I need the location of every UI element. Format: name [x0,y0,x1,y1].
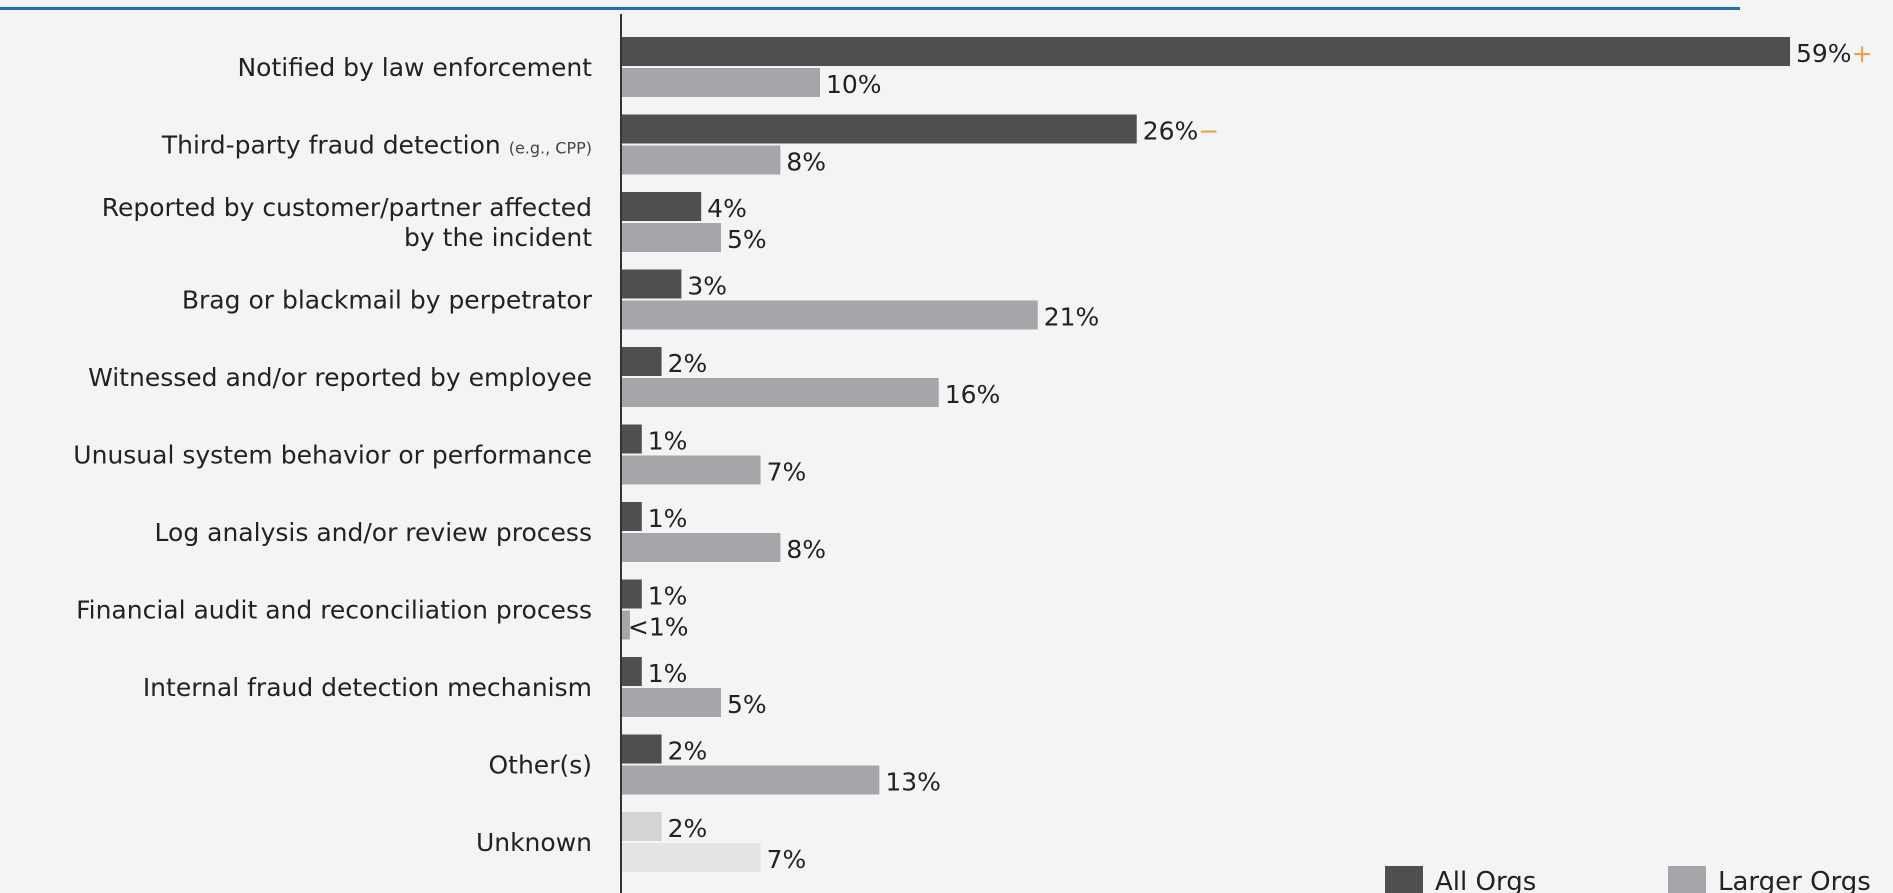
category-label: Unusual system behavior or performance [73,441,592,470]
bar-all-orgs [622,269,682,299]
value-label-all-orgs: 2% [668,814,708,843]
bar-all-orgs [622,114,1137,144]
bar-all-orgs [622,37,1790,66]
value-label-larger-orgs: 8% [786,148,826,177]
value-label-all-orgs: 26%− [1143,117,1220,146]
value-labels: 59%+10%26%−8%4%5%3%21%2%16%1%7%1%8%1%<1%… [628,39,1873,874]
bar-larger-orgs [622,455,761,485]
bar-all-orgs [622,812,662,841]
bars [622,37,1790,872]
significance-marker: + [1852,39,1873,68]
category-label-note: (e.g., CPP) [509,139,592,158]
value-label-all-orgs: 1% [648,582,688,611]
category-label: Financial audit and reconciliation proce… [76,596,592,625]
category-label: Notified by law enforcement [237,53,592,82]
bar-larger-orgs [622,145,781,175]
legend-swatch-larger-orgs [1668,866,1706,893]
value-label-all-orgs: 1% [648,427,688,456]
category-label: Third-party fraud detection (e.g., CPP) [161,131,592,160]
legend-swatch-all-orgs [1385,866,1423,893]
bar-all-orgs [622,579,642,609]
category-label: Reported by customer/partner affected [102,193,592,222]
bar-larger-orgs [622,300,1038,330]
value-label-larger-orgs: <1% [628,613,689,642]
bar-all-orgs [622,502,642,531]
bar-larger-orgs [622,765,880,795]
value-label-larger-orgs: 7% [767,458,807,487]
category-label: Other(s) [488,751,592,780]
bar-larger-orgs [622,688,721,717]
bar-all-orgs [622,347,662,376]
value-label-all-orgs: 4% [707,194,747,223]
significance-marker: − [1198,117,1219,146]
value-label-larger-orgs: 5% [727,225,767,254]
category-label: Unknown [476,828,592,857]
category-label: Internal fraud detection mechanism [143,673,592,702]
bar-all-orgs [622,734,662,764]
value-label-larger-orgs: 16% [945,380,1001,409]
legend-label-all-orgs: All Orgs [1435,867,1536,893]
bar-all-orgs [622,192,702,221]
bar-larger-orgs [622,223,721,252]
header-rule [0,0,1740,10]
category-labels: Notified by law enforcement Third-party f… [73,53,592,857]
value-label-all-orgs: 3% [687,272,727,301]
bar-larger-orgs [622,610,630,640]
category-label: Witnessed and/or reported by employee [88,363,592,392]
value-label-larger-orgs: 5% [727,690,767,719]
bar-all-orgs [622,657,642,686]
bar-larger-orgs [622,68,820,97]
bar-larger-orgs [622,533,781,562]
value-label-all-orgs: 1% [648,659,688,688]
value-label-larger-orgs: 8% [786,535,826,564]
value-label-larger-orgs: 21% [1044,303,1100,332]
value-label-larger-orgs: 13% [885,768,941,797]
category-label: Brag or blackmail by perpetrator [182,286,593,315]
bar-larger-orgs [622,378,939,407]
legend-label-larger-orgs: Larger Orgs [1718,867,1871,893]
value-label-larger-orgs: 7% [767,845,807,874]
legend: All Orgs Larger Orgs [1385,866,1871,893]
category-label-line2: by the incident [404,223,592,252]
value-label-all-orgs: 2% [668,349,708,378]
bar-larger-orgs [622,843,761,872]
bar-all-orgs [622,424,642,454]
value-label-all-orgs: 1% [648,504,688,533]
value-label-all-orgs: 59%+ [1796,39,1873,68]
value-label-all-orgs: 2% [668,737,708,766]
category-label: Log analysis and/or review process [155,518,592,547]
value-label-larger-orgs: 10% [826,70,882,99]
